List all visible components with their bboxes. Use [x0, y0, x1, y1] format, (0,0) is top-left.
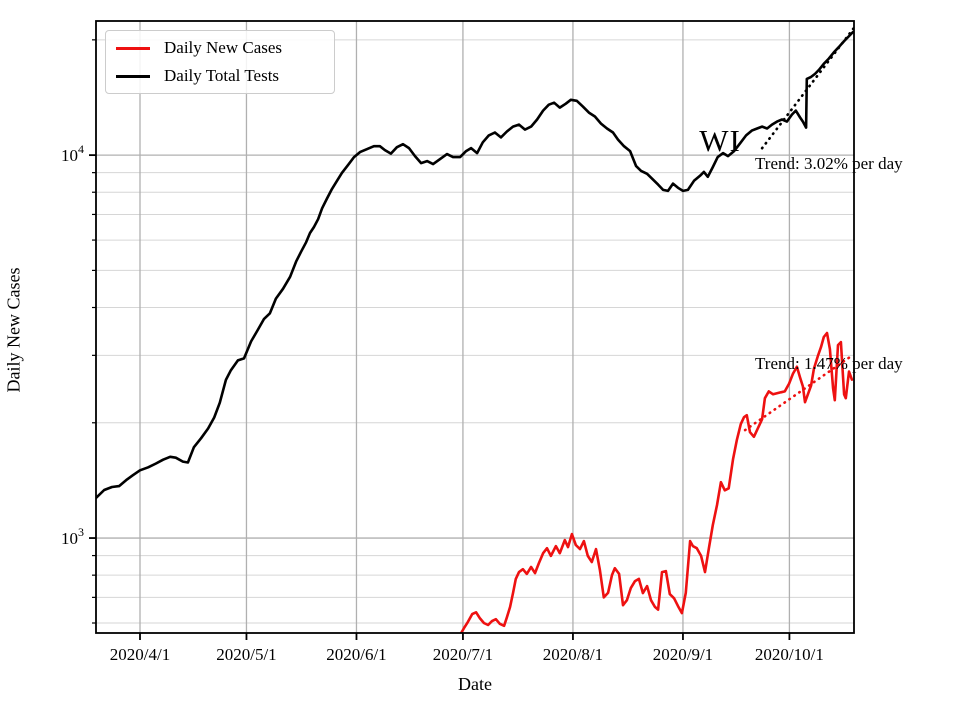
cases-trend-annotation: Trend: 1.47% per day — [755, 354, 903, 373]
red-line-sample-icon — [116, 46, 150, 50]
legend-label: Daily Total Tests — [164, 66, 280, 85]
x-tick-label: 2020/4/1 — [110, 645, 170, 664]
x-tick-label: 2020/5/1 — [216, 645, 276, 664]
legend: Daily New Cases Daily Total Tests — [105, 30, 335, 94]
x-axis-title: Date — [458, 674, 492, 694]
legend-label: Daily New Cases — [164, 38, 283, 57]
x-tick-label: 2020/8/1 — [543, 645, 603, 664]
cases-trend-line — [743, 353, 854, 432]
daily-new-cases-line — [459, 331, 854, 633]
x-tick-label: 2020/9/1 — [653, 645, 713, 664]
legend-item-daily-new-cases: Daily New Cases — [106, 37, 334, 59]
tests-trend-annotation: Trend: 3.02% per day — [755, 154, 903, 173]
state-label: WI — [699, 123, 741, 158]
y-axis-title: Daily New Cases — [3, 267, 24, 393]
legend-item-daily-total-tests: Daily Total Tests — [106, 65, 334, 87]
daily-total-tests-line — [96, 30, 854, 500]
x-tick-label: 2020/10/1 — [755, 645, 824, 664]
x-tick-label: 2020/6/1 — [326, 645, 386, 664]
x-tick-label: 2020/7/1 — [433, 645, 493, 664]
y-tick-label: 103 — [61, 525, 84, 548]
axes-frame — [95, 20, 855, 634]
y-tick-label: 104 — [61, 142, 84, 165]
black-line-sample-icon — [116, 74, 150, 78]
